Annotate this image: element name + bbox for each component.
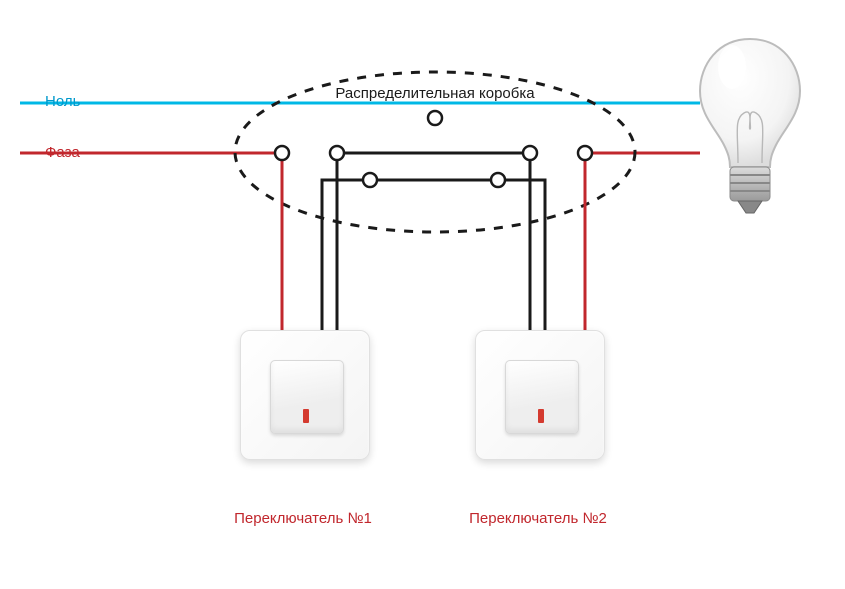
phase-label: Фаза (45, 144, 80, 161)
switch-1 (240, 330, 370, 460)
switch-2 (475, 330, 605, 460)
neutral-label: Ноль (45, 93, 80, 110)
light-bulb (690, 33, 810, 223)
switch-2-label: Переключатель №2 (469, 510, 607, 527)
switch-1-label: Переключатель №1 (234, 510, 372, 527)
junction-box-label: Распределительная коробка (335, 85, 534, 102)
